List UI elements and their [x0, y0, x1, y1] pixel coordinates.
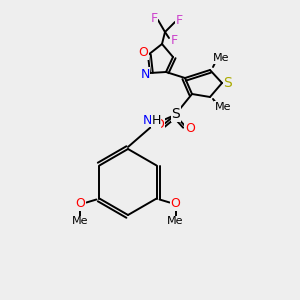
Text: S: S	[224, 76, 232, 90]
Text: S: S	[172, 107, 180, 121]
Text: O: O	[76, 197, 85, 210]
Text: Me: Me	[72, 217, 89, 226]
Text: F: F	[176, 14, 183, 26]
Text: N: N	[140, 68, 150, 80]
Text: F: F	[170, 34, 178, 47]
Text: Me: Me	[213, 53, 229, 63]
Text: O: O	[185, 122, 195, 134]
Text: F: F	[150, 11, 158, 25]
Text: Me: Me	[215, 102, 231, 112]
Text: O: O	[171, 197, 181, 210]
Text: O: O	[138, 46, 148, 59]
Text: Me: Me	[167, 217, 184, 226]
Text: O: O	[154, 118, 164, 130]
Text: N: N	[142, 113, 152, 127]
Text: H: H	[151, 115, 161, 128]
